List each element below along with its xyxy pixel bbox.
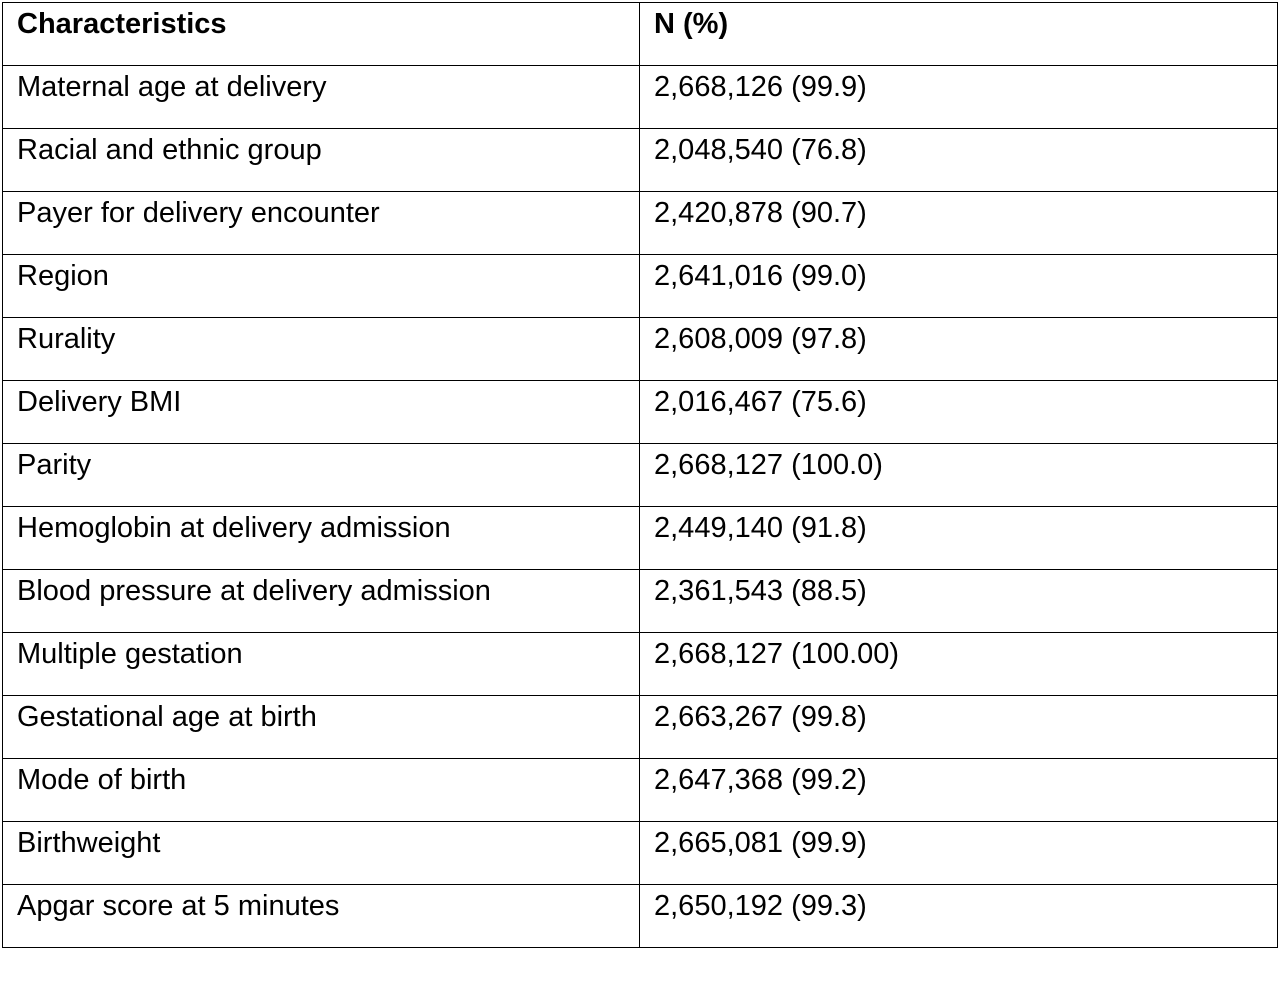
count-percent-cell: 2,663,267 (99.8) xyxy=(639,695,1278,759)
table-body: Maternal age at delivery 2,668,126 (99.9)… xyxy=(2,65,1278,948)
characteristic-cell: Apgar score at 5 minutes xyxy=(2,884,640,948)
table-row: Gestational age at birth 2,663,267 (99.8) xyxy=(2,695,1278,759)
characteristic-cell: Racial and ethnic group xyxy=(2,128,640,192)
count-percent-value: 2,668,127 (100.0) xyxy=(654,449,883,481)
count-percent-cell: 2,647,368 (99.2) xyxy=(639,758,1278,822)
table-row: Blood pressure at delivery admission 2,36… xyxy=(2,569,1278,633)
count-percent-value: 2,361,543 (88.5) xyxy=(654,575,867,607)
characteristics-table-container: Characteristics N (%) Maternal age at de… xyxy=(2,2,1278,948)
count-percent-value: 2,650,192 (99.3) xyxy=(654,890,867,922)
characteristic-cell: Multiple gestation xyxy=(2,632,640,696)
table-row: Hemoglobin at delivery admission 2,449,14… xyxy=(2,506,1278,570)
characteristic-label: Gestational age at birth xyxy=(17,701,317,733)
count-percent-cell: 2,668,127 (100.0) xyxy=(639,443,1278,507)
table-row: Mode of birth 2,647,368 (99.2) xyxy=(2,758,1278,822)
table-row: Delivery BMI 2,016,467 (75.6) xyxy=(2,380,1278,444)
characteristic-label: Region xyxy=(17,260,109,292)
characteristics-table: Characteristics N (%) Maternal age at de… xyxy=(2,2,1278,948)
count-percent-cell: 2,665,081 (99.9) xyxy=(639,821,1278,885)
count-percent-cell: 2,449,140 (91.8) xyxy=(639,506,1278,570)
count-percent-value: 2,668,126 (99.9) xyxy=(654,71,867,103)
count-percent-value: 2,647,368 (99.2) xyxy=(654,764,867,796)
characteristic-label: Racial and ethnic group xyxy=(17,134,322,166)
characteristic-label: Multiple gestation xyxy=(17,638,243,670)
table-row: Rurality 2,608,009 (97.8) xyxy=(2,317,1278,381)
characteristic-cell: Parity xyxy=(2,443,640,507)
characteristic-label: Delivery BMI xyxy=(17,386,182,418)
characteristic-cell: Maternal age at delivery xyxy=(2,65,640,129)
header-n-percent: N (%) xyxy=(639,2,1278,66)
characteristic-cell: Region xyxy=(2,254,640,318)
characteristic-cell: Delivery BMI xyxy=(2,380,640,444)
characteristic-label: Rurality xyxy=(17,323,116,355)
count-percent-cell: 2,608,009 (97.8) xyxy=(639,317,1278,381)
table-row: Racial and ethnic group 2,048,540 (76.8) xyxy=(2,128,1278,192)
table-row: Apgar score at 5 minutes 2,650,192 (99.3) xyxy=(2,884,1278,948)
count-percent-cell: 2,650,192 (99.3) xyxy=(639,884,1278,948)
characteristic-label: Mode of birth xyxy=(17,764,187,796)
characteristic-cell: Rurality xyxy=(2,317,640,381)
characteristic-label: Hemoglobin at delivery admission xyxy=(17,512,451,544)
header-n-percent-label: N (%) xyxy=(654,8,729,40)
characteristic-label: Blood pressure at delivery admission xyxy=(17,575,491,607)
characteristic-label: Parity xyxy=(17,449,92,481)
count-percent-value: 2,641,016 (99.0) xyxy=(654,260,867,292)
table-row: Maternal age at delivery 2,668,126 (99.9) xyxy=(2,65,1278,129)
characteristic-cell: Payer for delivery encounter xyxy=(2,191,640,255)
count-percent-value: 2,663,267 (99.8) xyxy=(654,701,867,733)
header-characteristics-label: Characteristics xyxy=(17,8,227,40)
count-percent-cell: 2,668,127 (100.00) xyxy=(639,632,1278,696)
count-percent-cell: 2,016,467 (75.6) xyxy=(639,380,1278,444)
header-characteristics: Characteristics xyxy=(2,2,640,66)
characteristic-label: Apgar score at 5 minutes xyxy=(17,890,340,922)
characteristic-cell: Mode of birth xyxy=(2,758,640,822)
count-percent-value: 2,048,540 (76.8) xyxy=(654,134,867,166)
table-row: Multiple gestation 2,668,127 (100.00) xyxy=(2,632,1278,696)
table-row: Region 2,641,016 (99.0) xyxy=(2,254,1278,318)
characteristic-cell: Gestational age at birth xyxy=(2,695,640,759)
characteristic-cell: Birthweight xyxy=(2,821,640,885)
characteristic-cell: Hemoglobin at delivery admission xyxy=(2,506,640,570)
count-percent-value: 2,608,009 (97.8) xyxy=(654,323,867,355)
characteristic-label: Maternal age at delivery xyxy=(17,71,327,103)
count-percent-value: 2,449,140 (91.8) xyxy=(654,512,867,544)
table-row: Payer for delivery encounter 2,420,878 (9… xyxy=(2,191,1278,255)
count-percent-cell: 2,048,540 (76.8) xyxy=(639,128,1278,192)
count-percent-cell: 2,641,016 (99.0) xyxy=(639,254,1278,318)
table-row: Parity 2,668,127 (100.0) xyxy=(2,443,1278,507)
count-percent-value: 2,420,878 (90.7) xyxy=(654,197,867,229)
count-percent-cell: 2,361,543 (88.5) xyxy=(639,569,1278,633)
table-row: Birthweight 2,665,081 (99.9) xyxy=(2,821,1278,885)
count-percent-value: 2,016,467 (75.6) xyxy=(654,386,867,418)
count-percent-cell: 2,420,878 (90.7) xyxy=(639,191,1278,255)
count-percent-value: 2,668,127 (100.00) xyxy=(654,638,900,670)
characteristic-label: Birthweight xyxy=(17,827,161,859)
characteristic-cell: Blood pressure at delivery admission xyxy=(2,569,640,633)
characteristic-label: Payer for delivery encounter xyxy=(17,197,380,229)
table-header-row: Characteristics N (%) xyxy=(2,2,1278,66)
count-percent-cell: 2,668,126 (99.9) xyxy=(639,65,1278,129)
count-percent-value: 2,665,081 (99.9) xyxy=(654,827,867,859)
